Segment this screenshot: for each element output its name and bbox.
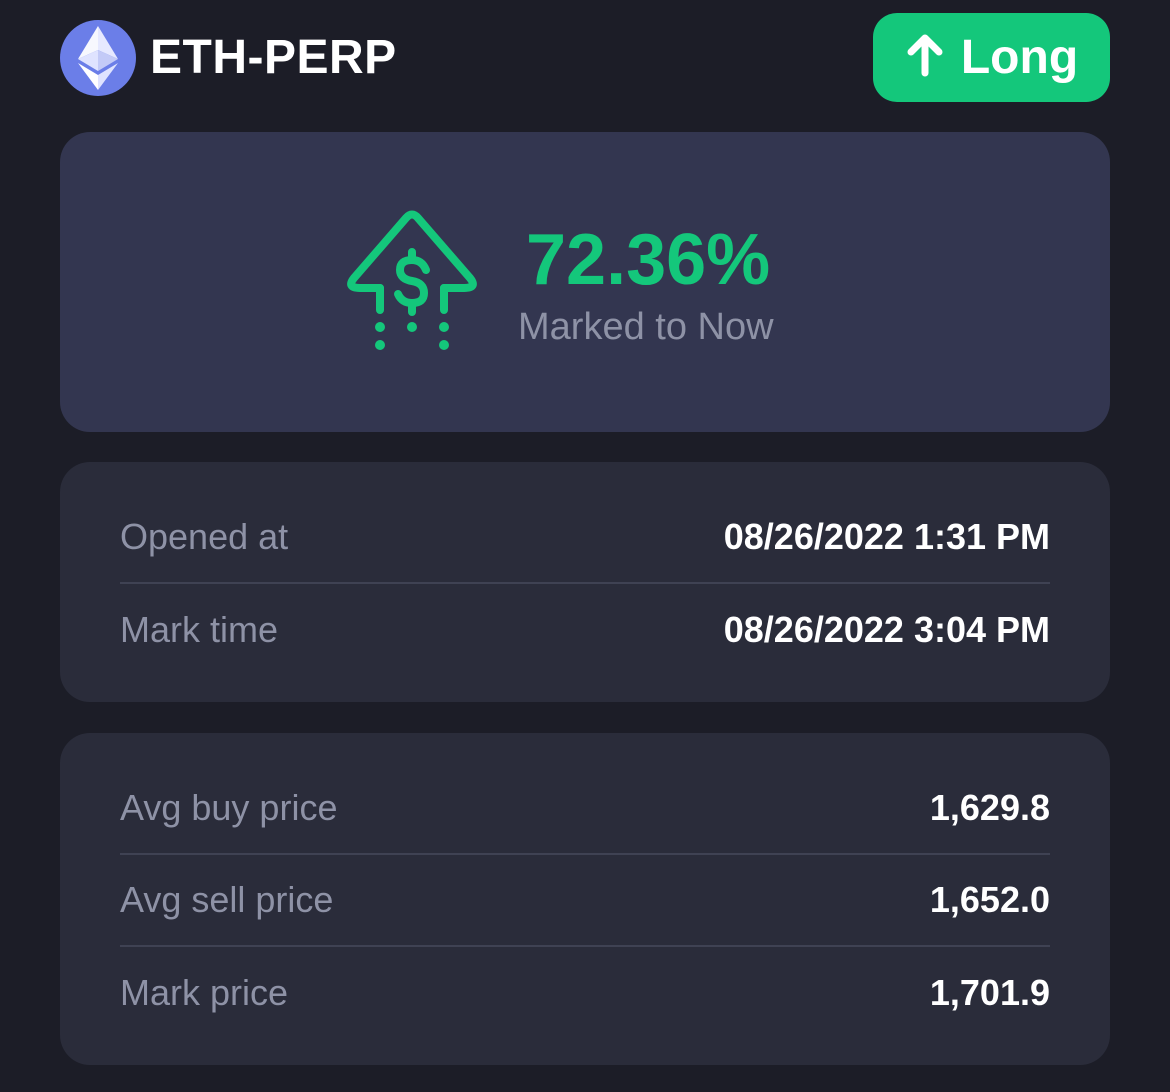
- prices-card: Avg buy price 1,629.8 Avg sell price 1,6…: [60, 733, 1110, 1065]
- pnl-caption: Marked to Now: [518, 306, 774, 348]
- mark-time-row: Mark time 08/26/2022 3:04 PM: [120, 584, 1050, 676]
- avg-buy-price-value: 1,629.8: [929, 787, 1050, 828]
- pair-title: ETH-PERP: [150, 31, 397, 84]
- pnl-card: 72.36% Marked to Now: [60, 132, 1110, 432]
- mark-time-value: 08/26/2022 3:04 PM: [723, 609, 1050, 650]
- mark-price-label: Mark price: [120, 972, 289, 1013]
- dollar-arrow-up-icon: [340, 210, 490, 355]
- avg-buy-price-label: Avg buy price: [120, 787, 338, 828]
- avg-sell-price-label: Avg sell price: [120, 879, 334, 920]
- avg-sell-price-row: Avg sell price 1,652.0: [120, 855, 1050, 947]
- ethereum-icon: [60, 20, 136, 96]
- arrow-up-icon: [905, 33, 945, 82]
- opened-at-value: 08/26/2022 1:31 PM: [723, 516, 1050, 557]
- opened-at-label: Opened at: [120, 516, 289, 557]
- header: ETH-PERP Long: [60, 12, 1110, 102]
- pnl-percent: 72.36%: [526, 220, 771, 300]
- avg-sell-price-value: 1,652.0: [929, 879, 1050, 920]
- mark-price-value: 1,701.9: [929, 972, 1050, 1013]
- mark-time-label: Mark time: [120, 609, 279, 650]
- opened-at-row: Opened at 08/26/2022 1:31 PM: [120, 492, 1050, 584]
- side-label: Long: [960, 31, 1079, 84]
- times-card: Opened at 08/26/2022 1:31 PM Mark time 0…: [60, 462, 1110, 702]
- long-badge[interactable]: Long: [873, 13, 1110, 102]
- mark-price-row: Mark price 1,701.9: [120, 947, 1050, 1039]
- avg-buy-price-row: Avg buy price 1,629.8: [120, 763, 1050, 855]
